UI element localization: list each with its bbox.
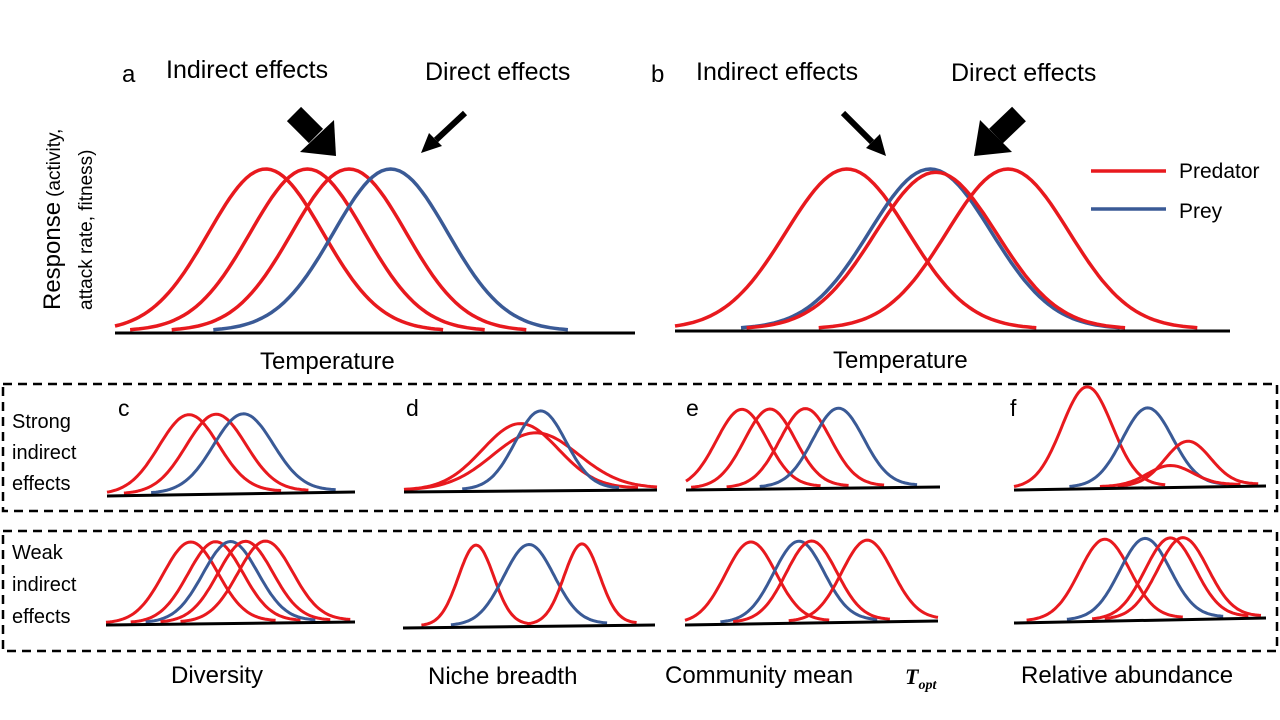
panel-b-indirect-label: Indirect effects xyxy=(696,58,858,86)
panel-c-strong-predator-curve-2 xyxy=(123,412,309,495)
panel-d-weak xyxy=(402,542,656,630)
panel-e-weak-predator-curve-1 xyxy=(684,540,830,622)
panel-d-weak-predator-curve-3 xyxy=(526,542,637,626)
panel-c-weak-x-axis xyxy=(105,620,356,627)
panel-f-weak-predator-curve-4 xyxy=(1104,536,1262,620)
panel-e-letter: e xyxy=(686,395,699,421)
panel-b-prey-curve-2 xyxy=(740,167,1120,330)
legend-predator-label: Predator xyxy=(1179,160,1260,183)
strong-row-label-line2: indirect xyxy=(12,442,77,464)
panel-f-weak xyxy=(1013,536,1267,625)
legend-prey-label: Prey xyxy=(1179,200,1223,223)
panel-c-strong-prey-curve-3 xyxy=(150,412,336,495)
label-topt-sub: opt xyxy=(918,678,937,693)
weak-row-label-line2: indirect xyxy=(12,574,77,596)
panel-e-weak-x-axis xyxy=(684,619,939,627)
panel-b-direct-label: Direct effects xyxy=(951,59,1096,87)
panel-c-weak-predator-curve-5 xyxy=(180,539,351,623)
panel-f-strong xyxy=(1013,385,1267,492)
panel-e-weak-predator-curve-3 xyxy=(732,539,890,624)
weak-row-label: Weak indirect effects xyxy=(12,542,82,628)
weak-row-label-line3: effects xyxy=(12,606,71,628)
panel-d-strong-x-axis xyxy=(403,488,658,494)
label-community-mean: Community mean xyxy=(665,662,853,689)
panel-c-strong-predator-curve-1 xyxy=(106,413,282,494)
panel-f-weak-predator-curve-1 xyxy=(1026,537,1183,622)
panel-c-strong xyxy=(106,412,356,498)
strong-row-label: Strong indirect effects xyxy=(12,411,82,495)
label-community-mean-text: Community mean xyxy=(665,662,853,689)
panel-a-predator-curve-3 xyxy=(171,167,527,332)
panel-d-weak-predator-curve-1 xyxy=(421,543,531,627)
strong-effects-box xyxy=(1,382,1279,513)
weak-effects-box xyxy=(1,529,1279,653)
panel-b-predator-curve-4 xyxy=(818,167,1198,330)
y-axis-label-main: Response xyxy=(39,202,66,310)
panel-c-weak-predator-curve-2 xyxy=(130,540,301,624)
panel-e-strong-predator-curve-3 xyxy=(726,407,885,489)
panel-f-strong-predator-curve-3 xyxy=(1117,439,1259,488)
label-topt-base: T xyxy=(905,664,920,689)
panel-b-direct-arrow xyxy=(974,106,1026,156)
panel-f-weak-predator-curve-3 xyxy=(1091,536,1249,621)
panel-c-weak-prey-curve-3 xyxy=(145,540,316,624)
panel-e-strong-prey-curve-4 xyxy=(759,406,918,488)
label-relative-abundance: Relative abundance xyxy=(1021,662,1233,689)
panel-b-predator-curve-3 xyxy=(746,170,1126,330)
panel-e-strong-predator-curve-1 xyxy=(685,407,821,488)
panel-a-predator-curve-1 xyxy=(114,167,444,332)
curve-panels xyxy=(105,167,1267,630)
panel-c-strong-x-axis xyxy=(106,490,356,498)
panel-f-letter: f xyxy=(1010,395,1017,421)
panel-e-weak-predator-curve-4 xyxy=(788,538,939,623)
panel-a-indirect-arrow xyxy=(286,106,336,156)
panel-b-letter: b xyxy=(651,61,664,88)
panel-d-weak-prey-curve-2 xyxy=(450,543,608,627)
panel-a-x-label: Temperature xyxy=(260,348,395,375)
panel-f-strong-predator-curve-4 xyxy=(1099,464,1241,488)
panel-f-weak-x-axis xyxy=(1013,616,1267,625)
panel-f-strong-x-axis xyxy=(1013,484,1267,492)
panel-a-letter: a xyxy=(122,61,136,88)
panel-d-weak-x-axis xyxy=(402,623,656,630)
label-topt: Topt xyxy=(905,664,937,693)
label-diversity: Diversity xyxy=(171,662,263,689)
panel-a-prey-curve-4 xyxy=(213,167,569,332)
panel-f-strong-predator-curve-1 xyxy=(1013,385,1166,488)
panel-d-strong-predator-curve-2 xyxy=(403,431,658,491)
panel-d-strong-predator-curve-1 xyxy=(403,422,639,491)
panel-a-predator-curve-2 xyxy=(129,167,485,332)
panel-d-letter: d xyxy=(406,395,419,421)
y-axis-label: Response (activity, xyxy=(39,129,66,310)
panel-b-indirect-arrow xyxy=(840,110,886,156)
label-niche-breadth: Niche breadth xyxy=(428,663,577,690)
strong-row-label-line1: Strong xyxy=(12,411,71,433)
panel-b-x-label: Temperature xyxy=(833,347,968,374)
legend: Predator Prey xyxy=(1091,160,1260,223)
panel-e-strong-x-axis xyxy=(685,485,941,492)
panel-a-indirect-label: Indirect effects xyxy=(166,56,328,84)
strong-row-label-line3: effects xyxy=(12,473,71,495)
y-axis-label-detail-2: attack rate, fitness) xyxy=(76,149,97,310)
weak-row-label-line1: Weak xyxy=(12,542,64,564)
panel-b-predator-curve-1 xyxy=(674,167,1037,330)
panel-d-strong xyxy=(403,409,658,494)
panel-e-weak xyxy=(684,538,939,627)
panel-c-weak-predator-curve-1 xyxy=(105,540,276,624)
panel-a-direct-label: Direct effects xyxy=(425,58,570,86)
panel-e-strong-predator-curve-2 xyxy=(690,407,849,489)
panel-c-letter: c xyxy=(118,395,130,421)
panel-c-weak xyxy=(105,539,356,627)
panel-c-weak-predator-curve-4 xyxy=(160,539,331,624)
panel-a-direct-arrow xyxy=(421,110,468,153)
panel-b xyxy=(674,167,1230,333)
panel-a xyxy=(114,167,635,335)
panel-f-weak-prey-curve-2 xyxy=(1066,536,1224,621)
y-axis-label-detail-1: (activity, xyxy=(44,129,65,197)
panel-d-strong-prey-curve-3 xyxy=(462,409,620,491)
panel-e-strong xyxy=(685,406,941,492)
panel-e-weak-prey-curve-2 xyxy=(720,539,878,624)
